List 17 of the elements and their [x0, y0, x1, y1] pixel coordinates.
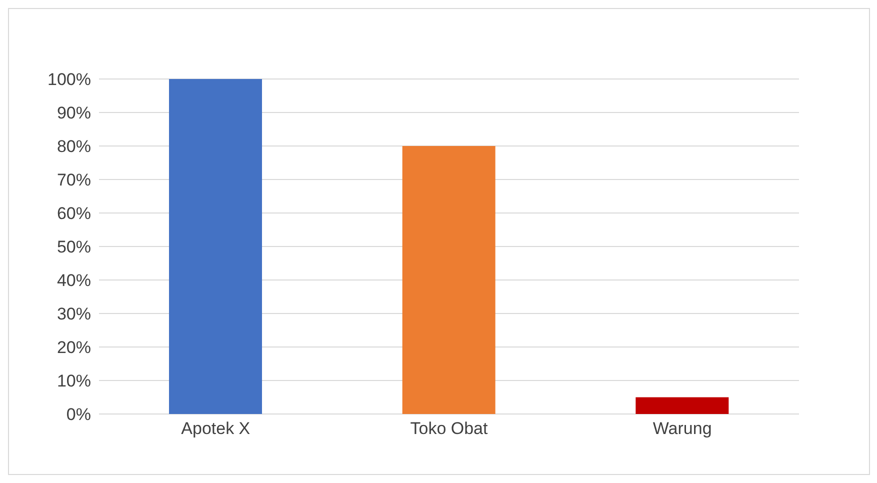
bar — [402, 146, 496, 414]
x-tick-label: Apotek X — [181, 419, 250, 438]
bar — [169, 79, 262, 414]
y-tick-label: 100% — [48, 70, 91, 90]
x-tick-label: Warung — [652, 419, 712, 438]
y-tick-label: 10% — [56, 372, 91, 391]
x-tick-label: Toko Obat — [410, 419, 488, 438]
y-tick-label: 80% — [56, 137, 91, 156]
y-tick-label: 60% — [56, 204, 91, 224]
y-tick-label: 70% — [56, 170, 91, 190]
y-tick-label: 40% — [56, 271, 91, 290]
y-tick-label: 0% — [66, 405, 91, 424]
y-tick-label: 20% — [56, 338, 91, 358]
bar — [636, 397, 729, 414]
y-tick-label: 50% — [56, 238, 91, 257]
y-tick-label: 30% — [56, 304, 91, 324]
y-tick-label: 90% — [56, 104, 91, 123]
